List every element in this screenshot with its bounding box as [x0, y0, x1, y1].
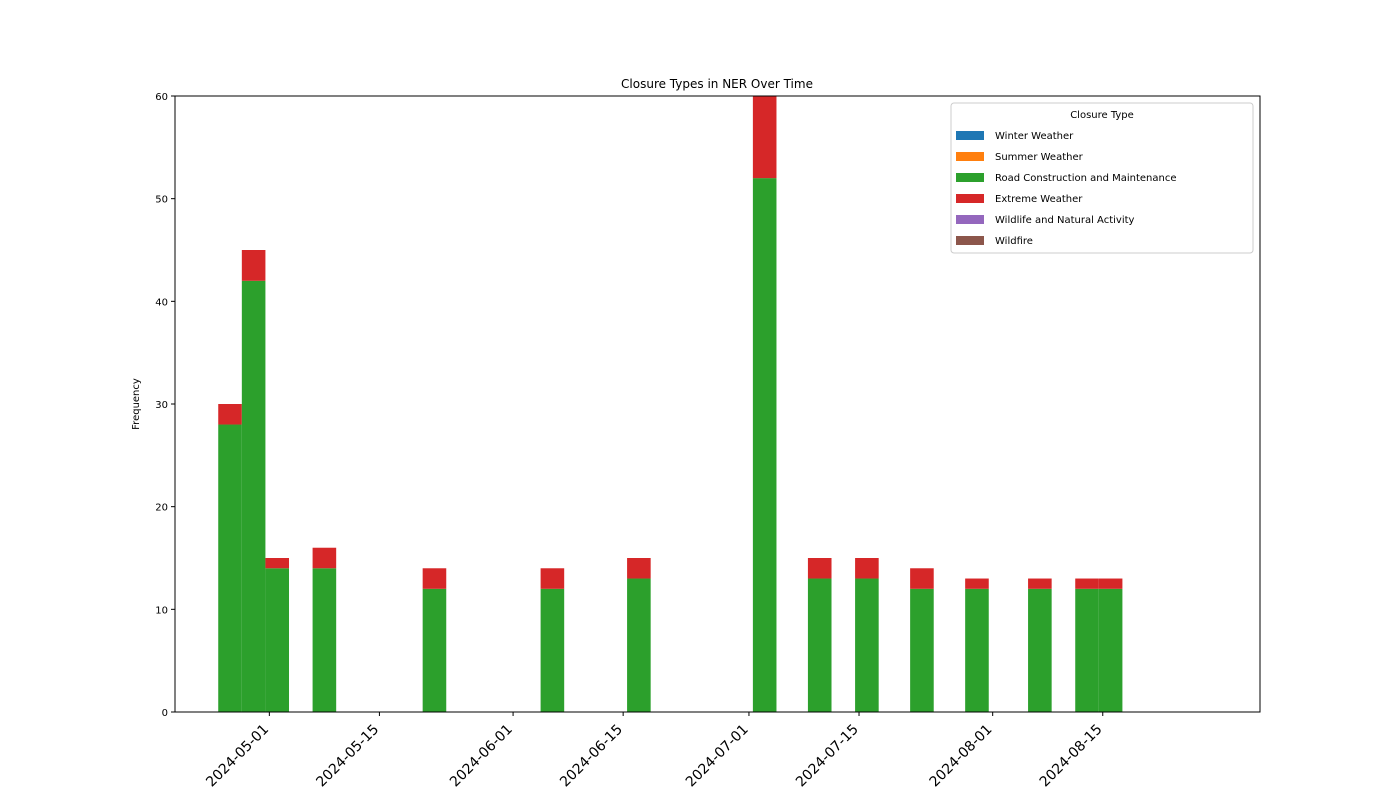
legend-label: Wildfire — [995, 236, 1033, 247]
bar-2024-07-23-series-3 — [910, 568, 934, 589]
bar-2024-06-17-series-3 — [627, 558, 651, 579]
y-tick-label: 30 — [155, 400, 168, 411]
y-axis-label: Frequency — [131, 378, 142, 430]
legend-label: Extreme Weather — [995, 194, 1083, 205]
y-tick-label: 40 — [155, 297, 168, 308]
bar-2024-04-26-series-3 — [218, 404, 242, 425]
legend-title: Closure Type — [1070, 110, 1134, 121]
bar-2024-04-26-series-2 — [218, 424, 242, 712]
bar-2024-05-22-series-2 — [422, 588, 447, 712]
legend-swatch — [956, 152, 984, 161]
legend-swatch — [956, 194, 984, 203]
bar-2024-04-29-series-3 — [241, 250, 266, 281]
x-tick-label: 2024-08-15 — [1037, 722, 1106, 791]
y-axis-ticks: 0 10 20 30 40 50 60 — [155, 92, 175, 719]
legend-box — [950, 102, 1254, 254]
bars-group — [218, 96, 1123, 712]
bar-2024-07-10-series-2 — [807, 578, 832, 712]
plot-frame — [174, 95, 1261, 713]
legend-label: Wildlife and Natural Activity — [995, 215, 1135, 226]
bar-2024-08-13-series-2 — [1075, 588, 1099, 712]
legend-label: Road Construction and Maintenance — [995, 173, 1177, 184]
bar-2024-06-17-series-2 — [627, 578, 651, 712]
bar-2024-05-02-series-3 — [265, 558, 290, 569]
bar-2024-07-10-series-3 — [807, 558, 832, 579]
bar-2024-07-30-series-2 — [965, 588, 989, 712]
bar-2024-08-16-series-3 — [1098, 578, 1123, 589]
bar-2024-06-06-series-3 — [540, 568, 565, 589]
y-tick-label: 10 — [155, 605, 168, 616]
bar-2024-05-22-series-3 — [422, 568, 447, 589]
chart-title: Closure Types in NER Over Time — [621, 77, 813, 91]
legend-swatch — [956, 131, 984, 140]
bar-2024-05-02-series-2 — [265, 568, 290, 712]
x-tick-label: 2024-06-15 — [557, 722, 626, 791]
x-tick-label: 2024-06-01 — [447, 722, 516, 791]
y-tick-label: 50 — [155, 195, 168, 206]
bar-2024-05-08-series-2 — [312, 568, 337, 712]
bar-2024-08-13-series-3 — [1075, 578, 1099, 589]
legend-swatch — [956, 236, 984, 245]
bar-2024-04-29-series-2 — [241, 280, 266, 712]
x-tick-label: 2024-07-15 — [793, 722, 862, 791]
bar-2024-08-07-series-3 — [1028, 578, 1052, 589]
bar-2024-07-03-series-3 — [752, 96, 777, 179]
bar-2024-05-08-series-3 — [312, 547, 337, 569]
y-tick-label: 60 — [155, 92, 168, 103]
legend: Closure Type Winter Weather Summer Weathe… — [950, 102, 1254, 254]
bar-2024-07-16-series-2 — [855, 578, 879, 712]
x-tick-label: 2024-07-01 — [683, 722, 752, 791]
bar-2024-07-03-series-2 — [752, 178, 777, 712]
y-tick-label: 0 — [162, 708, 168, 719]
x-tick-label: 2024-05-01 — [203, 722, 272, 791]
bar-2024-07-16-series-3 — [855, 558, 879, 579]
legend-label: Summer Weather — [995, 152, 1084, 163]
y-tick-label: 20 — [155, 503, 168, 514]
bar-2024-06-06-series-2 — [540, 588, 565, 712]
legend-label: Winter Weather — [995, 131, 1074, 142]
bar-2024-08-07-series-2 — [1028, 588, 1052, 712]
bar-2024-07-23-series-2 — [910, 588, 934, 712]
legend-swatch — [956, 173, 984, 182]
x-tick-label: 2024-05-15 — [313, 722, 382, 791]
legend-swatch — [956, 215, 984, 224]
x-tick-label: 2024-08-01 — [927, 722, 996, 791]
x-axis-ticks: 2024-05-01 2024-05-15 2024-06-01 2024-06-15… — [203, 712, 1106, 791]
bar-2024-07-30-series-3 — [965, 578, 989, 589]
bar-2024-08-16-series-2 — [1098, 588, 1123, 712]
